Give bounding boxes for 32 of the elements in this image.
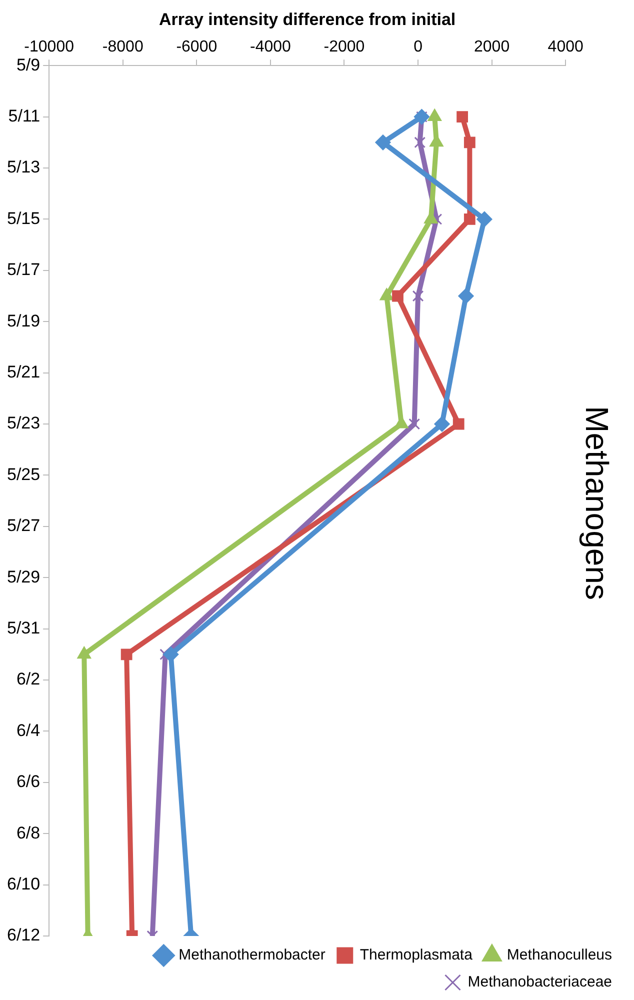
y-tick-label: 5/23	[6, 414, 40, 433]
y-tick-label: 6/12	[6, 926, 40, 945]
x-tick-label: -2000	[324, 38, 365, 56]
legend-label: Methanobacteriaceae	[468, 974, 612, 991]
y-tick-label: 5/21	[6, 362, 40, 382]
y-tick-label: 6/6	[16, 772, 40, 792]
y-tick-label: 5/9	[16, 55, 40, 74]
y-tick-label: 6/2	[16, 670, 40, 689]
y-tick-label: 5/19	[6, 311, 40, 330]
x-tick-label: 2000	[474, 38, 510, 56]
text: Methanogens	[578, 406, 615, 600]
legend-label: Methanoculleus	[506, 946, 612, 964]
x-tick-label: 0	[414, 38, 423, 56]
y-tick-label: 5/17	[6, 260, 40, 280]
y-tick-label: 5/31	[6, 618, 40, 638]
legend-label: Methanothermobacter	[178, 946, 326, 964]
y-tick-label: 5/15	[6, 208, 40, 228]
y-tick-label: 5/13	[6, 158, 40, 177]
y-tick-label: 6/8	[16, 823, 40, 842]
y-tick-label: 6/10	[6, 874, 40, 894]
y-tick-label: 5/27	[6, 516, 40, 536]
legend-label: Thermoplasmata	[360, 946, 474, 964]
x-tick-label: 4000	[548, 38, 584, 56]
y-tick-label: 6/4	[16, 720, 40, 740]
x-axis-title: Array intensity difference from initial	[159, 10, 456, 29]
x-tick-label: -8000	[102, 38, 144, 56]
x-tick-label: -6000	[176, 38, 218, 56]
x-tick-label: -4000	[250, 38, 292, 56]
y-tick-label: 5/29	[6, 567, 40, 586]
y-tick-label: 5/25	[6, 464, 40, 484]
y-tick-label: 5/11	[8, 106, 40, 126]
x-tick-label: -10000	[24, 38, 74, 56]
